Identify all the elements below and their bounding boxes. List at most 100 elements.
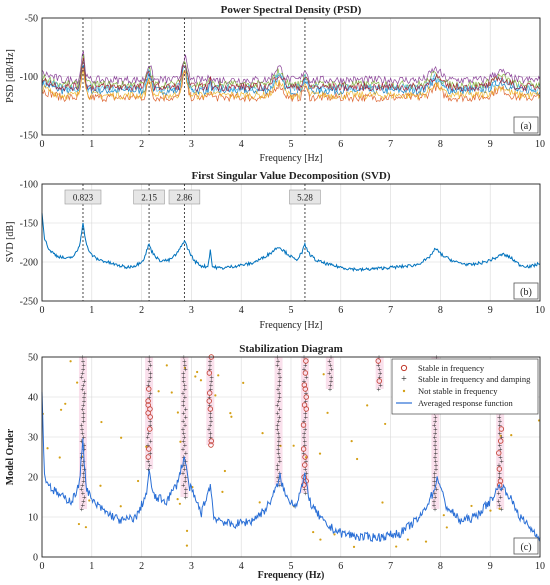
stab-point-stable-damping: + xyxy=(497,473,502,482)
stab-point-not-stable xyxy=(223,469,226,473)
stab-noise-points xyxy=(41,360,541,549)
stab-point-not-stable xyxy=(64,402,67,405)
stab-point-stable-damping: + xyxy=(497,469,502,478)
svd-annotation-label: 2.86 xyxy=(177,193,193,203)
stab-point-stable-damping: + xyxy=(329,377,334,386)
stab-point-stable-damping: + xyxy=(146,441,151,450)
psd-series-line xyxy=(41,58,541,92)
svd-axes xyxy=(41,183,541,302)
stab-point-stable-damping: + xyxy=(80,369,85,378)
svd-annotation-box xyxy=(133,189,165,205)
stab-point-stable-damping: + xyxy=(303,465,308,474)
stab-point-stable-damping: + xyxy=(278,373,283,382)
stab-point-stable-damping: + xyxy=(181,445,186,454)
stab-point-stable-damping: + xyxy=(183,493,188,502)
svd-annotation-box xyxy=(64,189,102,205)
stab-point-stable-damping: + xyxy=(82,389,87,398)
stab-point-stable-frequency xyxy=(496,466,503,472)
stab-point-stable-damping: + xyxy=(432,477,437,486)
stab-x-tick-label: 7 xyxy=(388,561,393,572)
stab-highlight-band xyxy=(78,357,87,509)
stab-axes xyxy=(41,356,541,558)
stab-point-stable-frequency xyxy=(206,390,213,396)
stab-point-stable-frequency xyxy=(303,358,309,364)
stab-point-stable-damping: + xyxy=(82,393,87,402)
stab-y-tick-label: 20 xyxy=(28,473,38,484)
stab-highlight-band xyxy=(206,357,215,445)
stab-point-stable-frequency xyxy=(207,406,214,412)
stab-point-stable-damping: + xyxy=(181,481,186,490)
svd-peak-lines xyxy=(82,184,306,301)
stab-point-stable-damping: + xyxy=(328,381,333,390)
stab-point-stable-damping: + xyxy=(80,429,85,438)
stab-point-stable-damping: + xyxy=(432,473,437,482)
psd-title: Power Spectral Density (PSD) xyxy=(221,4,362,16)
psd-x-tick-label: 9 xyxy=(488,139,493,150)
stab-point-stable-damping: + xyxy=(328,361,333,370)
stab-point-stable-damping: + xyxy=(304,457,309,466)
stab-point-not-stable xyxy=(176,411,179,414)
stab-point-stable-damping: + xyxy=(277,393,282,402)
stab-point-stable-frequency xyxy=(146,446,152,452)
stab-point-stable-damping: + xyxy=(376,385,381,394)
stab-point-stable-damping: + xyxy=(148,389,153,398)
stab-point-stable-damping: + xyxy=(82,445,87,454)
psd-series-line xyxy=(41,51,541,86)
stab-point-stable-damping: + xyxy=(302,429,307,438)
svd-x-tick-label: 9 xyxy=(488,305,493,316)
stab-point-stable-damping: + xyxy=(433,445,438,454)
stab-point-stable-damping: + xyxy=(275,421,280,430)
stab-point-stable-frequency xyxy=(300,422,307,428)
svd-x-tick-label: 4 xyxy=(239,305,244,316)
stab-point-stable-damping: + xyxy=(277,369,282,378)
stab-point-stable-damping: + xyxy=(278,481,283,490)
stab-point-stable-damping: + xyxy=(497,501,502,510)
stab-point-stable-damping: + xyxy=(207,393,212,402)
stab-point-stable-damping: + xyxy=(80,385,85,394)
stab-point-stable-damping: + xyxy=(432,469,437,478)
svd-annotation-box xyxy=(168,189,201,205)
stab-highlight-band xyxy=(496,381,505,509)
stab-point-not-stable xyxy=(424,540,428,543)
stab-point-stable-damping: + xyxy=(277,377,282,386)
stab-point-not-stable xyxy=(178,502,181,505)
stab-point-stable-damping: + xyxy=(304,389,309,398)
stab-point-stable-damping: + xyxy=(181,409,186,418)
stab-point-not-stable xyxy=(470,504,473,508)
stab-point-stable-damping: + xyxy=(276,397,281,406)
svd-x-tick-label: 8 xyxy=(438,305,443,316)
stab-x-label: Frequency (Hz) xyxy=(258,570,325,581)
legend-label-not-stable: Not stable in frequency xyxy=(418,386,498,396)
stab-point-stable-frequency xyxy=(208,442,214,448)
svd-title: First Singular Value Decomposition (SVD) xyxy=(191,170,390,182)
stab-point-stable-damping: + xyxy=(82,377,87,386)
stab-x-tick-label: 1 xyxy=(89,561,94,572)
stab-point-stable-frequency xyxy=(145,454,151,460)
stab-point-stable-damping: + xyxy=(277,405,282,414)
stab-point-stable-damping: + xyxy=(82,493,87,502)
stab-point-stable-damping: + xyxy=(181,469,186,478)
stab-point-stable-damping: + xyxy=(181,377,186,386)
legend-marker-not-stable xyxy=(402,389,406,393)
stab-point-stable-damping: + xyxy=(276,445,281,454)
stab-point-stable-damping: + xyxy=(377,373,382,382)
stab-point-stable-damping: + xyxy=(80,501,85,510)
stab-point-stable-damping: + xyxy=(209,377,214,386)
psd-series-line xyxy=(41,67,541,103)
stab-point-stable-damping: + xyxy=(275,353,280,362)
stab-point-stable-damping: + xyxy=(208,361,213,370)
svd-x-tick-label: 1 xyxy=(89,305,94,316)
stab-point-stable-damping: + xyxy=(275,401,280,410)
stab-point-stable-damping: + xyxy=(329,373,334,382)
stab-point-stable-damping: + xyxy=(81,413,86,422)
psd-x-tick-label: 0 xyxy=(40,139,45,150)
stab-point-stable-damping: + xyxy=(148,369,153,378)
stab-point-stable-damping: + xyxy=(148,421,153,430)
stab-point-not-stable xyxy=(312,530,315,534)
stab-point-not-stable xyxy=(165,364,168,367)
stab-point-stable-damping: + xyxy=(303,425,308,434)
stab-point-stable-damping: + xyxy=(303,361,308,370)
stab-point-stable-damping: + xyxy=(183,385,188,394)
svd-x-tick-label: 3 xyxy=(189,305,194,316)
stab-point-stable-damping: + xyxy=(147,357,152,366)
